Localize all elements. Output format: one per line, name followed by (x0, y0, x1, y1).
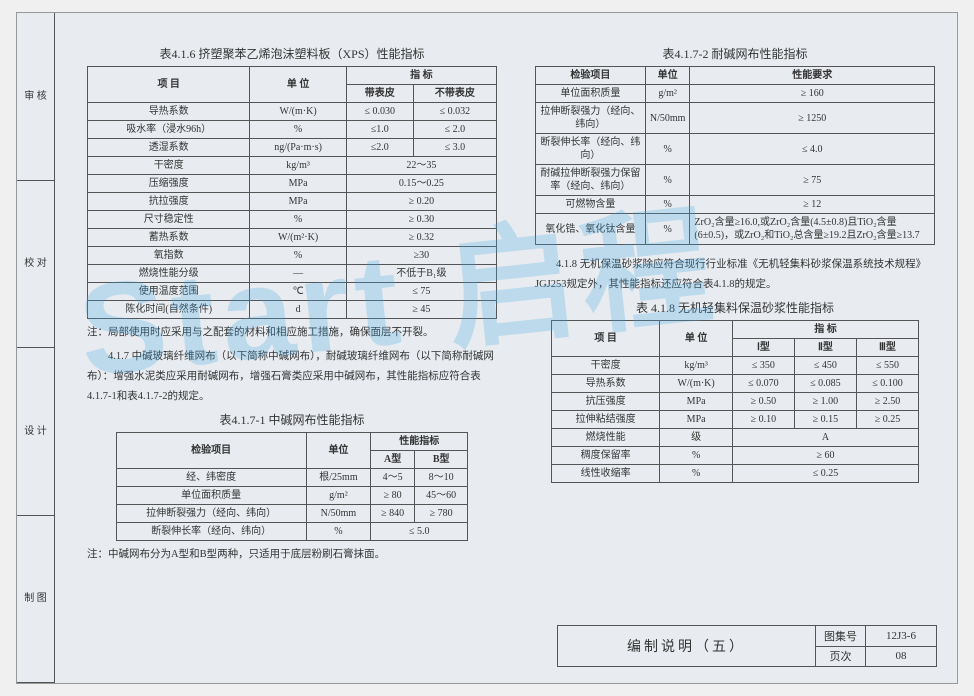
table416-note: 注：局部使用时应采用与之配套的材料和相应施工措施，确保面层不开裂。 (87, 323, 497, 343)
table4172: 检验项目 单位 性能要求 单位面积质量g/m²≥ 160拉伸断裂强力（经向、纬向… (535, 66, 935, 245)
side-cell-0: 审 核 (17, 13, 54, 181)
table418-title: 表 4.1.8 无机轻集料保温砂浆性能指标 (535, 299, 935, 316)
set-value: 12J3-6 (866, 626, 936, 646)
para417: 4.1.7 中碱玻璃纤维网布（以下简称中碱网布），耐碱玻璃纤维网布（以下简称耐碱… (87, 347, 497, 407)
table416: 项 目 单 位 指 标 带表皮 不带表皮 导热系数W/(m·K)≤ 0.030≤… (87, 66, 497, 319)
page-value: 08 (866, 647, 936, 667)
title-block: 编制说明（五） 图集号 12J3-6 页次 08 (557, 625, 937, 667)
sidebar-stamps: 审 核 校 对 设 计 制 图 (17, 13, 55, 683)
table4171: 检验项目 单位 性能指标 A型 B型 经、纬密度根/25mm4～58～10单位面… (116, 432, 469, 541)
set-label: 图集号 (816, 626, 866, 646)
side-cell-1: 校 对 (17, 181, 54, 349)
table4171-title: 表4.1.7-1 中碱网布性能指标 (87, 411, 497, 428)
title-main: 编制说明（五） (558, 626, 816, 666)
table4171-note: 注：中碱网布分为A型和B型两种，只适用于底层粉刷石膏抹面。 (87, 545, 497, 565)
table418: 项 目 单 位 指 标 Ⅰ型 Ⅱ型 Ⅲ型 干密度kg/m³≤ 350≤ 450≤… (551, 320, 919, 483)
side-cell-3: 制 图 (17, 516, 54, 684)
table416-title: 表4.1.6 挤塑聚苯乙烯泡沫塑料板（XPS）性能指标 (87, 45, 497, 62)
para418: 4.1.8 无机保温砂浆除应符合现行行业标准《无机轻集料砂浆保温系统技术规程》J… (535, 255, 935, 295)
right-column: 表4.1.7-2 耐碱网布性能指标 检验项目 单位 性能要求 单位面积质量g/m… (535, 41, 935, 483)
page-label: 页次 (816, 647, 866, 667)
document-page: Start 启程 审 核 校 对 设 计 制 图 表4.1.6 挤塑聚苯乙烯泡沫… (16, 12, 958, 684)
left-column: 表4.1.6 挤塑聚苯乙烯泡沫塑料板（XPS）性能指标 项 目 单 位 指 标 … (87, 41, 497, 569)
content-area: 表4.1.6 挤塑聚苯乙烯泡沫塑料板（XPS）性能指标 项 目 单 位 指 标 … (65, 23, 947, 673)
side-cell-2: 设 计 (17, 348, 54, 516)
table4172-title: 表4.1.7-2 耐碱网布性能指标 (535, 45, 935, 62)
